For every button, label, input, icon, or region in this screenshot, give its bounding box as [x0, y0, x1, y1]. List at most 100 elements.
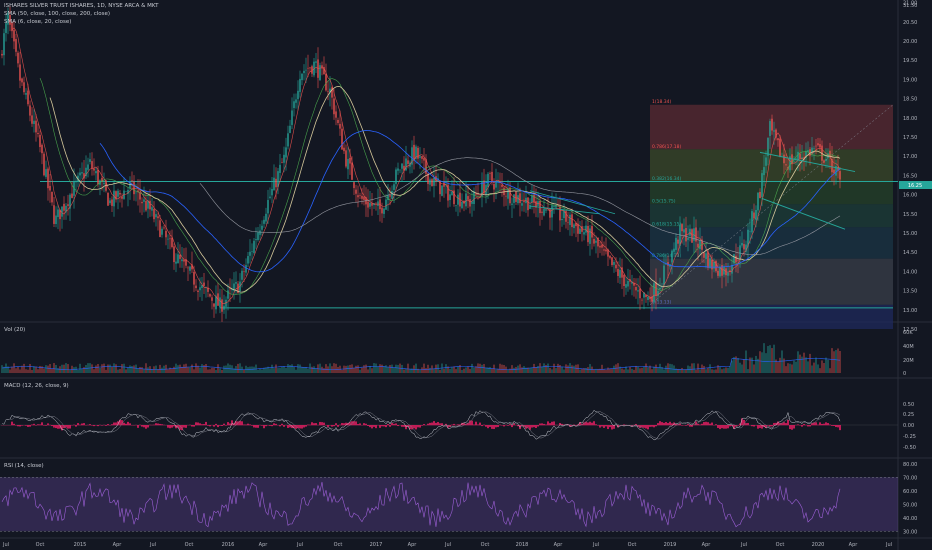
volume-pane-label[interactable]: Vol (20): [4, 327, 26, 333]
macd-histogram-bar: [65, 425, 67, 428]
candle-body: [731, 264, 733, 274]
price-axis-tick: 16.00: [903, 193, 917, 199]
candle-body: [753, 212, 755, 219]
volume-bar: [109, 364, 111, 373]
candle-body: [783, 154, 785, 164]
macd-histogram-bar: [711, 422, 713, 426]
price-axis-tick: 15.50: [903, 212, 917, 218]
volume-bar: [663, 369, 665, 373]
macd-signal-line: [1, 411, 841, 440]
candle-body: [635, 287, 637, 291]
rsi-pane-label[interactable]: RSI (14, close): [4, 463, 44, 469]
volume-bar: [697, 363, 699, 373]
candle-body: [551, 205, 553, 218]
volume-bar: [257, 369, 259, 373]
volume-bar: [141, 367, 143, 373]
macd-histogram-bar: [345, 422, 347, 426]
volume-bar: [273, 368, 275, 373]
candle-body: [831, 159, 833, 173]
candle-body: [47, 168, 49, 189]
candle-body: [299, 78, 301, 92]
candle-body: [549, 208, 551, 218]
volume-bar: [705, 369, 707, 373]
candle-body: [673, 248, 675, 252]
time-axis-tick: Jul: [592, 542, 599, 548]
time-axis-tick: Apr: [554, 542, 564, 548]
macd-histogram-bar: [613, 425, 615, 429]
volume-bar: [589, 364, 591, 373]
candle-body: [711, 259, 713, 270]
volume-bar: [167, 369, 169, 373]
volume-bar: [113, 363, 115, 373]
macd-histogram-bar: [475, 421, 477, 426]
macd-histogram-bar: [205, 421, 207, 426]
volume-bar: [79, 363, 81, 373]
volume-bar: [713, 369, 715, 373]
candle-body: [115, 191, 117, 200]
volume-bar: [797, 351, 799, 373]
macd-histogram-bar: [751, 425, 753, 427]
candle-body: [523, 200, 525, 203]
macd-histogram-bar: [809, 425, 811, 427]
volume-bar: [463, 368, 465, 373]
candle-body: [695, 227, 697, 242]
volume-bar: [561, 366, 563, 373]
candle-body: [585, 225, 587, 233]
macd-histogram-bar: [457, 424, 459, 426]
macd-histogram-bar: [213, 425, 215, 427]
candle-body: [687, 238, 689, 240]
macd-histogram-bar: [53, 425, 55, 428]
volume-bar: [741, 364, 743, 373]
candle-body: [465, 193, 467, 207]
volume-bar: [111, 366, 113, 373]
fib-zone: [650, 304, 893, 329]
last-price-value: 16.25: [908, 183, 922, 189]
time-axis-tick: Oct: [334, 542, 343, 548]
sma-indicator-label-2[interactable]: SMA (6, close, 20, close): [4, 19, 72, 25]
volume-bar: [765, 353, 767, 373]
macd-histogram-bar: [821, 423, 823, 426]
candle-body: [261, 225, 263, 230]
macd-histogram-bar: [745, 423, 747, 426]
volume-bar: [107, 364, 109, 373]
macd-histogram-bar: [797, 424, 799, 426]
rsi-axis-tick: 30.00: [903, 529, 917, 535]
volume-bar: [633, 369, 635, 373]
macd-histogram-bar: [837, 425, 839, 428]
macd-histogram-bar: [59, 425, 61, 429]
volume-bar: [619, 366, 621, 373]
macd-axis-tick: 0.25: [903, 412, 914, 418]
candle-body: [183, 259, 185, 262]
candle-body: [177, 254, 179, 264]
macd-histogram-bar: [235, 421, 237, 426]
candle-body: [529, 204, 531, 209]
macd-histogram-bar: [793, 425, 795, 429]
macd-histogram-bar: [223, 423, 225, 426]
volume-bar: [311, 366, 313, 373]
macd-histogram-bar: [539, 423, 541, 426]
volume-bar: [477, 363, 479, 373]
volume-bar: [519, 364, 521, 373]
candle-body: [225, 299, 227, 307]
candle-body: [705, 253, 707, 259]
candle-body: [283, 154, 285, 163]
candle-body: [359, 195, 361, 196]
macd-pane-label[interactable]: MACD (12, 26, close, 9): [4, 383, 69, 389]
volume-bar: [793, 360, 795, 373]
volume-bar: [573, 365, 575, 373]
macd-histogram-bar: [391, 422, 393, 426]
candle-body: [249, 251, 251, 256]
candle-body: [833, 169, 835, 174]
macd-histogram-bar: [575, 425, 577, 426]
macd-histogram-bar: [663, 422, 665, 426]
sma-indicator-label-1[interactable]: SMA (50, close, 100, close, 200, close): [4, 11, 111, 17]
macd-histogram-bar: [733, 425, 735, 429]
candle-body: [3, 33, 5, 56]
volume-axis-tick: 60K: [903, 330, 913, 336]
macd-histogram-bar: [725, 425, 727, 429]
macd-histogram-bar: [139, 424, 141, 426]
candle-body: [747, 229, 749, 247]
macd-histogram-bar: [357, 424, 359, 426]
volume-bar: [575, 364, 577, 373]
